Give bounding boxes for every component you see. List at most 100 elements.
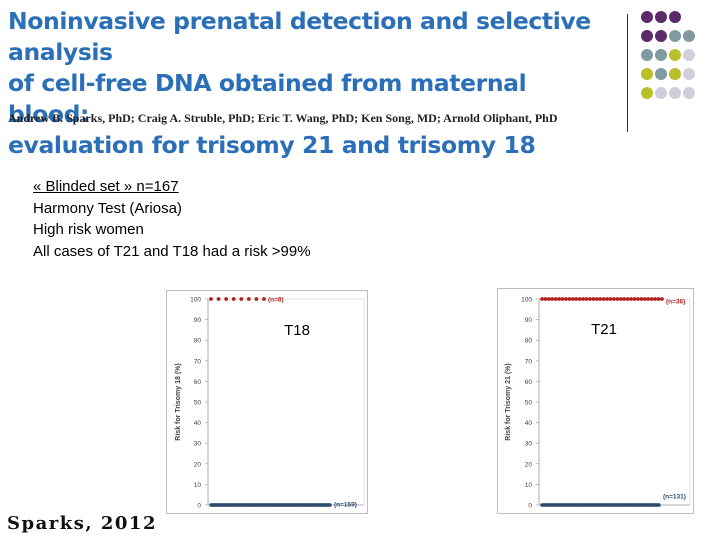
data-point	[618, 297, 623, 301]
series-label: (n=159)	[334, 502, 357, 509]
data-point	[656, 297, 661, 301]
dot-icon	[641, 11, 653, 23]
data-point	[646, 297, 651, 301]
title-line: of cell-free DNA obtained from maternal …	[8, 69, 527, 128]
dot-icon	[669, 11, 681, 23]
data-point	[615, 297, 620, 301]
title-line: Noninvasive prenatal detection and selec…	[8, 7, 591, 66]
dot-icon	[655, 68, 667, 80]
chart-title: T18	[284, 322, 310, 339]
data-point	[598, 297, 603, 301]
dot-icon	[683, 68, 695, 80]
dot-icon	[669, 49, 681, 61]
data-point	[584, 297, 589, 301]
y-tick-label: 20	[525, 461, 533, 468]
t18-chart: 0 10 20 30 40 50 60 70 80 90 100 Risk for Trisomy 1…	[166, 290, 368, 514]
y-tick-label: 10	[525, 482, 533, 489]
dot-icon	[655, 30, 667, 42]
data-point	[567, 297, 572, 301]
data-point	[660, 297, 664, 301]
y-tick-label: 60	[525, 379, 533, 386]
y-tick-label: 90	[194, 317, 202, 324]
data-point	[625, 297, 630, 301]
data-point	[543, 297, 548, 301]
data-point	[622, 297, 627, 301]
data-point	[612, 297, 616, 301]
author-list: Andrew B. Sparks, PhD; Craig A. Struble,…	[8, 111, 558, 125]
dot-icon	[655, 11, 667, 23]
y-tick-label: 60	[194, 379, 202, 386]
data-point	[246, 297, 251, 301]
data-point	[231, 297, 236, 301]
data-point	[224, 297, 229, 301]
chart-frame	[497, 288, 694, 514]
data-point	[577, 297, 582, 301]
y-tick-label: 100	[190, 297, 201, 304]
series-label: (n=8)	[268, 297, 284, 304]
dot-icon	[641, 68, 653, 80]
data-point	[209, 297, 213, 301]
data-point	[550, 297, 555, 301]
series-label: (n=131)	[663, 494, 686, 501]
data-point	[564, 297, 568, 301]
slide-title: Noninvasive prenatal detection and selec…	[8, 6, 598, 161]
data-point	[557, 297, 562, 301]
y-tick-label: 90	[525, 317, 533, 324]
data-point	[216, 297, 221, 301]
data-point	[581, 297, 586, 301]
citation-footer: Sparks, 2012	[7, 513, 157, 534]
dot-icon	[683, 87, 695, 99]
data-point	[629, 297, 634, 301]
y-axis-label: Risk for Trisomy 21 (%)	[505, 363, 512, 440]
t21-chart: 0 10 20 30 40 50 60 70 80 90 100 Risk for Trisomy 2…	[497, 288, 694, 514]
data-point	[262, 297, 266, 301]
data-point	[328, 503, 332, 507]
data-point	[639, 297, 644, 301]
y-tick-label: 70	[194, 358, 202, 365]
y-tick-label: 0	[528, 503, 532, 510]
y-tick-label: 0	[197, 503, 201, 510]
y-tick-label: 80	[194, 338, 202, 345]
y-tick-label: 30	[525, 441, 533, 448]
data-point	[594, 297, 599, 301]
dot-icon	[655, 49, 667, 61]
data-point	[605, 297, 610, 301]
data-point	[649, 297, 654, 301]
data-point	[546, 297, 551, 301]
decorative-divider	[627, 14, 628, 132]
y-tick-label: 50	[194, 400, 202, 407]
data-point	[653, 297, 658, 301]
data-point	[560, 297, 565, 301]
chart-frame	[166, 290, 368, 514]
bullet-item: Harmony Test (Ariosa)	[33, 199, 182, 217]
title-line: evaluation for trisomy 21 and trisomy 18	[8, 131, 536, 159]
dot-icon	[669, 30, 681, 42]
decorative-dot-grid	[641, 11, 695, 99]
y-tick-label: 40	[525, 420, 533, 427]
y-tick-label: 100	[521, 297, 532, 304]
data-point	[574, 297, 579, 301]
dot-icon	[641, 30, 653, 42]
bullet-list: « Blinded set » n=167 Harmony Test (Ario…	[33, 176, 311, 262]
y-tick-label: 40	[194, 420, 202, 427]
data-point	[553, 297, 558, 301]
bullet-item: High risk women	[33, 221, 144, 238]
dot-icon	[669, 68, 681, 80]
data-point	[570, 297, 575, 301]
dot-icon	[683, 49, 695, 61]
y-tick-label: 20	[194, 461, 202, 468]
y-tick-label: 10	[194, 482, 202, 489]
y-tick-label: 80	[525, 338, 533, 345]
dot-icon	[641, 49, 653, 61]
bullet-item: All cases of T21 and T18 had a risk >99%	[33, 242, 311, 260]
data-point	[239, 297, 244, 301]
data-point	[588, 297, 592, 301]
bullet-item: « Blinded set » n=167	[33, 178, 179, 195]
data-point	[591, 297, 596, 301]
y-tick-label: 70	[525, 358, 533, 365]
y-tick-label: 50	[525, 400, 533, 407]
data-point	[636, 297, 640, 301]
data-point	[632, 297, 637, 301]
dot-icon	[655, 87, 667, 99]
data-point	[642, 297, 647, 301]
